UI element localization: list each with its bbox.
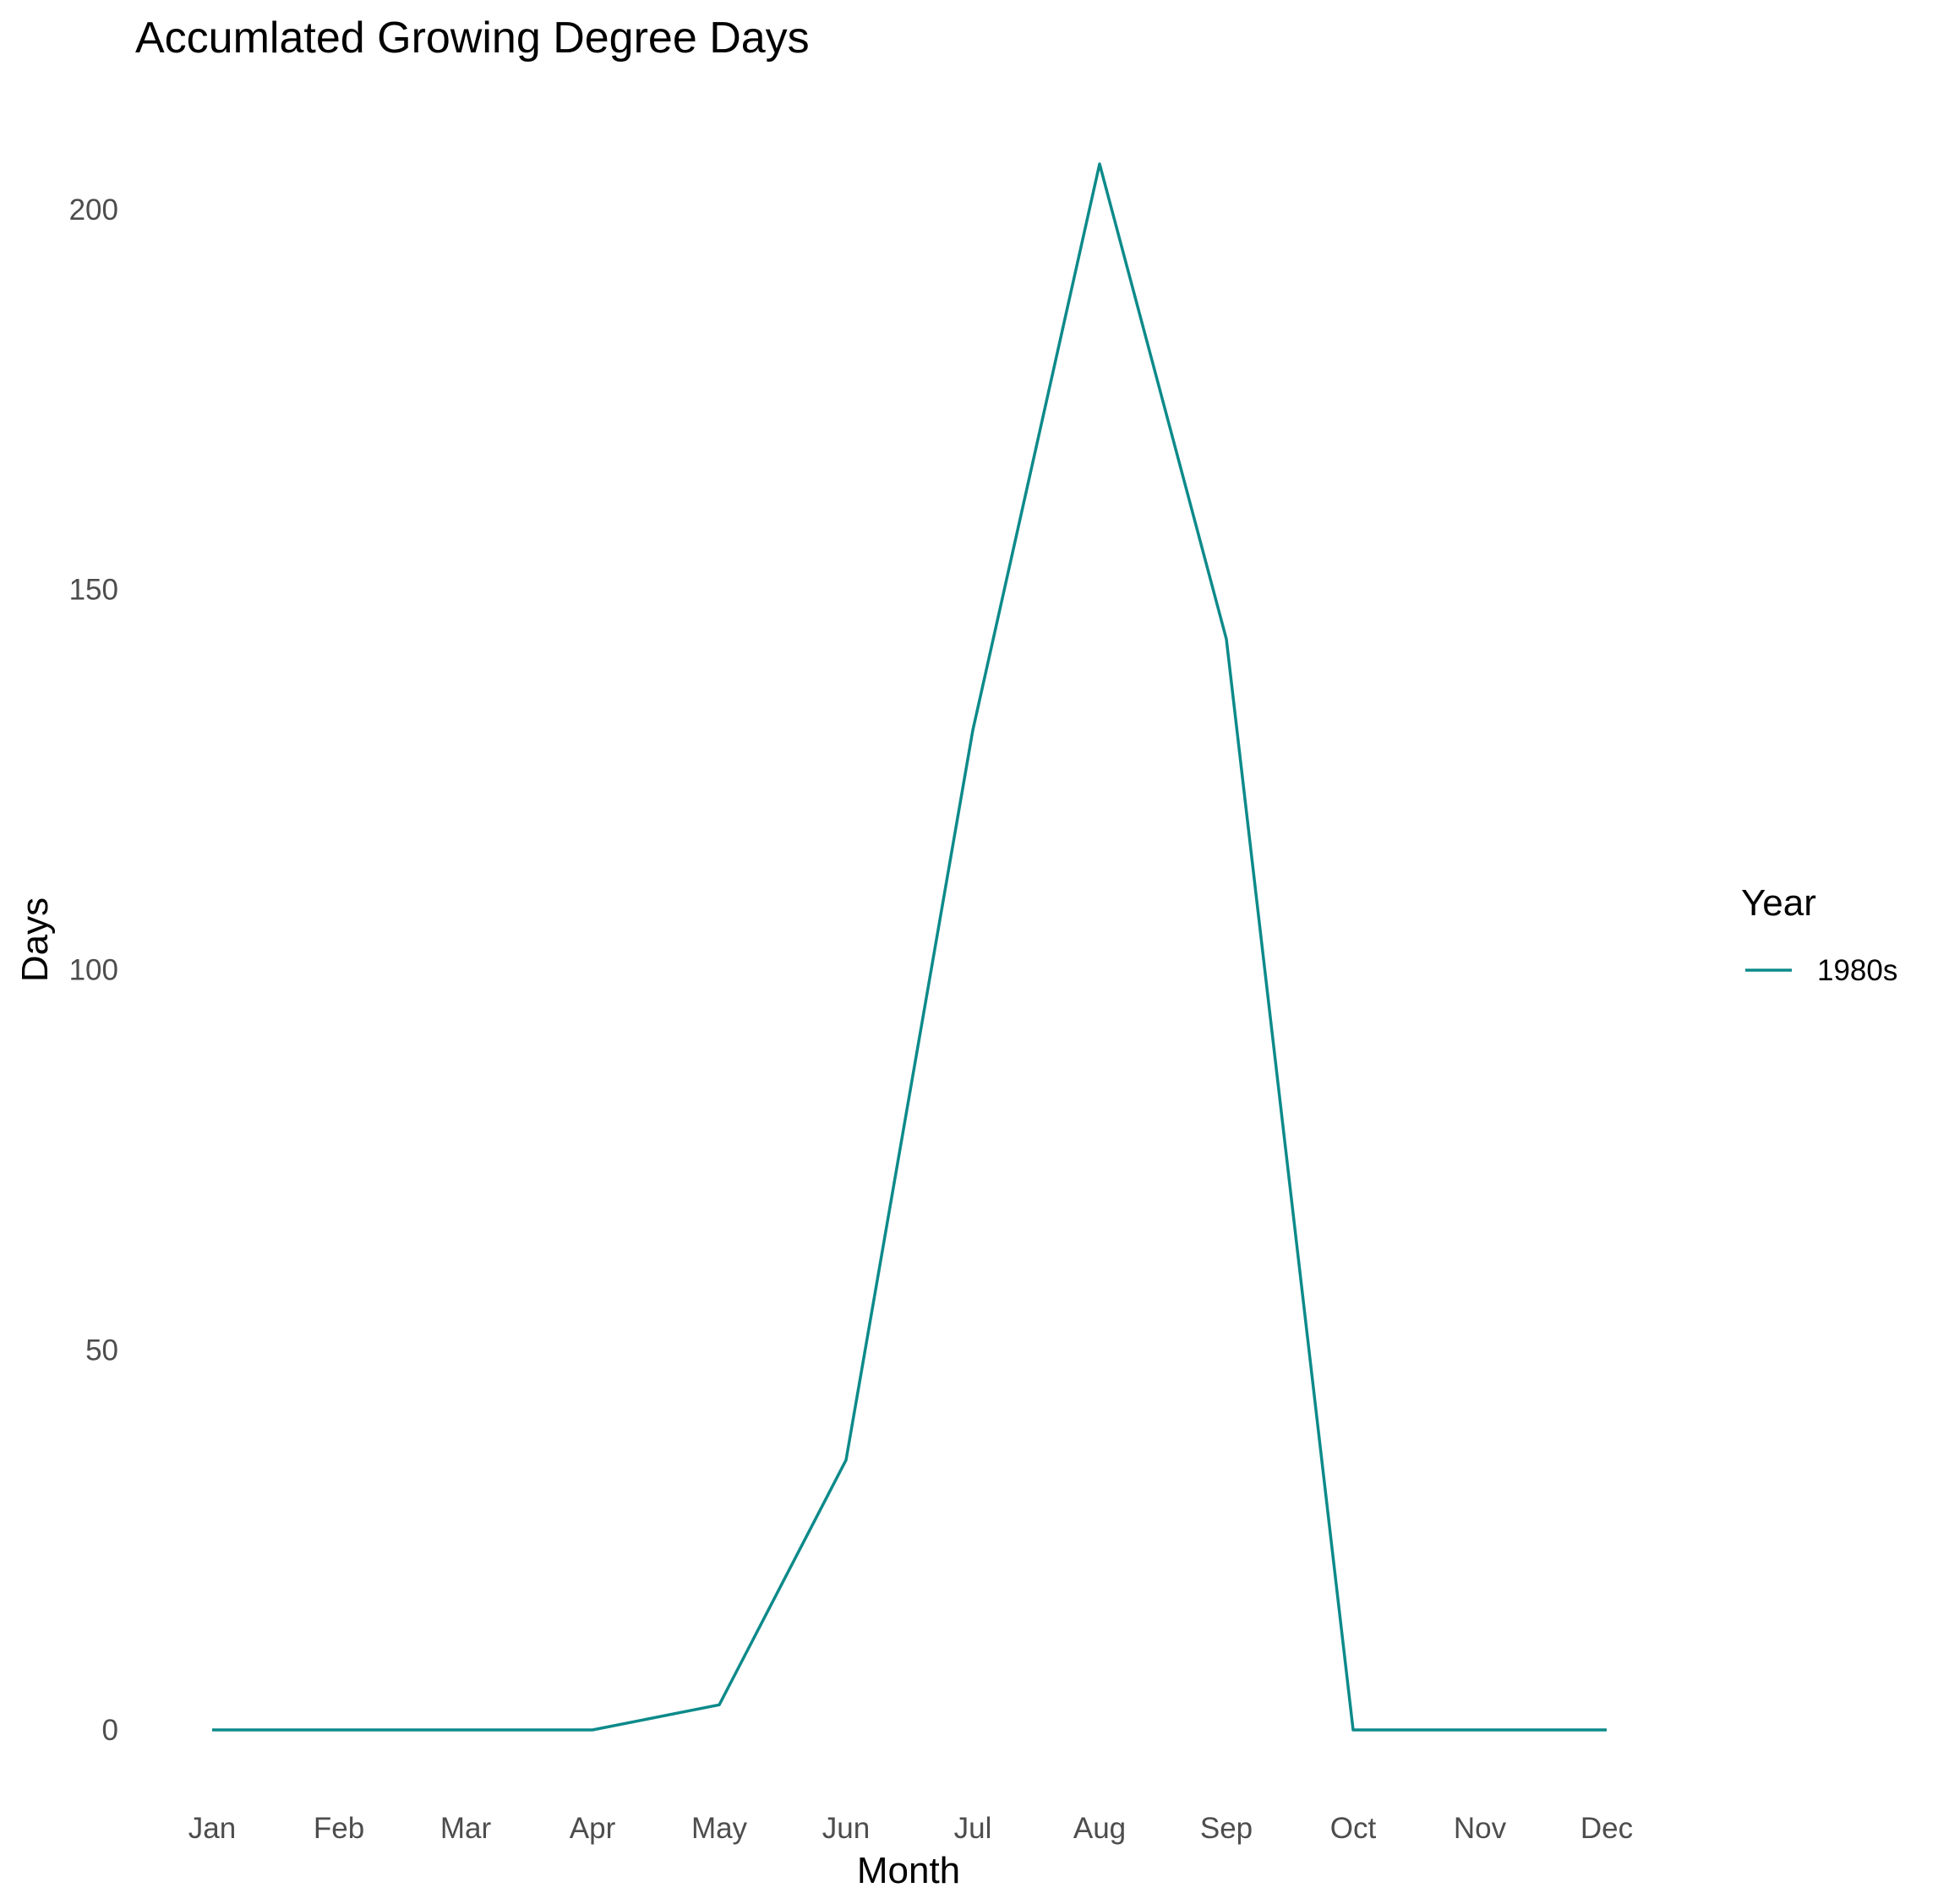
y-tick-label: 150 (69, 574, 118, 607)
x-tick-label: Jul (954, 1812, 992, 1845)
y-tick-labels: 0 50 100 150 200 (69, 194, 118, 1747)
legend: Year 1980s (1741, 882, 1897, 987)
legend-title: Year (1741, 882, 1816, 924)
x-tick-label: May (691, 1812, 748, 1845)
x-tick-label: Feb (314, 1812, 364, 1845)
x-tick-label: Nov (1454, 1812, 1507, 1845)
x-tick-label: Jun (822, 1812, 870, 1845)
x-tick-label: Apr (570, 1812, 616, 1845)
y-tick-label: 0 (102, 1714, 118, 1747)
x-tick-label: Sep (1200, 1812, 1253, 1845)
y-tick-label: 200 (69, 194, 118, 226)
x-tick-label: Jan (188, 1812, 236, 1845)
x-tick-label: Dec (1580, 1812, 1633, 1845)
x-axis-title: Month (857, 1850, 960, 1891)
x-tick-label: Mar (440, 1812, 492, 1845)
y-axis-title: Days (14, 897, 56, 982)
series-line (212, 162, 1607, 1732)
x-tick-label: Aug (1073, 1812, 1126, 1845)
series-lines (212, 162, 1607, 1732)
legend-label: 1980s (1817, 954, 1897, 987)
y-tick-label: 100 (69, 953, 118, 986)
x-tick-label: Oct (1330, 1812, 1377, 1845)
x-tick-labels: Jan Feb Mar Apr May Jun Jul Aug Sep Oct Nov Dec (188, 1812, 1633, 1845)
chart-title: Accumlated Growing Degree Days (135, 14, 810, 63)
y-tick-label: 50 (85, 1334, 118, 1367)
